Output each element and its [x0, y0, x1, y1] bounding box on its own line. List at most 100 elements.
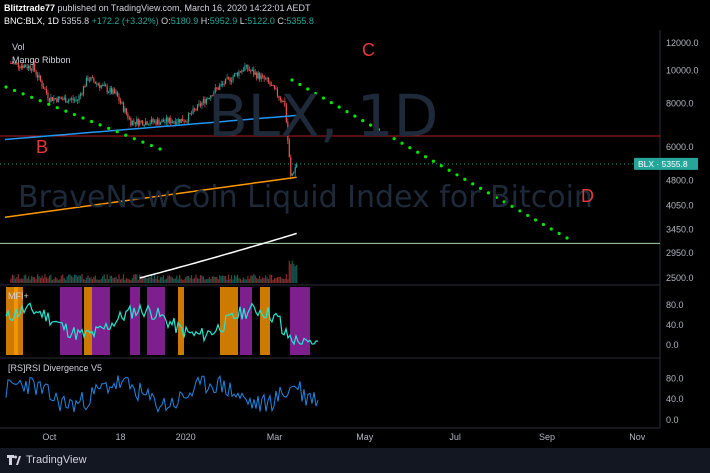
volume-bar — [44, 274, 46, 283]
volume-bar — [109, 275, 111, 283]
candle-body — [75, 99, 77, 101]
high-label: H: — [200, 16, 210, 26]
candle-body — [256, 72, 258, 79]
candle-body — [66, 101, 68, 103]
candle-body — [65, 97, 67, 103]
candle-body — [79, 93, 82, 96]
candle-body — [57, 96, 59, 103]
ribbon-line — [4, 176, 297, 219]
volume-bar — [71, 275, 73, 283]
volume-bar — [259, 275, 261, 283]
volume-bar — [195, 274, 197, 283]
candle-body — [102, 85, 104, 87]
volume-bar — [250, 275, 252, 283]
trendline-dot — [38, 99, 42, 103]
candle-body — [90, 77, 92, 81]
trendline-dot — [518, 209, 522, 213]
candle-body — [53, 98, 55, 101]
candle-body — [136, 119, 138, 125]
volume-bar — [13, 275, 15, 283]
candle-body — [245, 64, 247, 67]
candle-body — [279, 97, 282, 101]
volume-bar — [76, 276, 79, 283]
watermark-symbol: BLX, 1D — [208, 82, 439, 150]
candle-body — [236, 72, 239, 76]
price-tick-label: 4800.0 — [666, 175, 694, 185]
volume-bar — [131, 278, 133, 283]
volume-bar — [287, 279, 289, 283]
candle-body — [122, 102, 125, 112]
volume-bar — [88, 277, 91, 283]
volume-bar — [241, 279, 243, 283]
volume-bar — [106, 274, 108, 283]
volume-bar — [84, 279, 86, 283]
candle-body — [11, 63, 14, 65]
volume-bar — [75, 275, 77, 283]
volume-bar — [90, 277, 92, 283]
candle-body — [134, 122, 136, 125]
candle-body — [270, 85, 273, 87]
candle-body — [62, 99, 64, 101]
volume-bar — [31, 276, 33, 283]
volume-bar — [34, 277, 36, 283]
candle-body — [219, 85, 221, 90]
trendline-dot — [510, 204, 514, 208]
trendline-dot — [47, 102, 51, 106]
open-label: O: — [161, 16, 171, 26]
candle-body — [23, 65, 25, 68]
tradingview-brand[interactable]: TradingView — [26, 454, 87, 466]
author-name[interactable]: Blitztrade77 — [4, 3, 56, 13]
volume-bar — [50, 275, 52, 283]
chart-canvas[interactable]: 12000.0 10000.0 8000.0 6000.0 4800.0 4050.0 34… — [0, 0, 710, 448]
candle-body — [288, 140, 290, 158]
candle-body — [63, 97, 65, 100]
volume-bar — [233, 275, 236, 283]
price-tick-label: 2500.0 — [666, 273, 694, 283]
candle-body — [109, 88, 111, 92]
volume-bar — [81, 274, 83, 283]
volume-bar — [275, 278, 277, 283]
volume-bar — [152, 278, 154, 283]
volume-bar — [22, 278, 24, 283]
volume-bar — [68, 274, 70, 283]
candle-body — [182, 118, 184, 122]
candle-body — [139, 120, 141, 126]
candle-body — [293, 172, 295, 174]
volume-bar — [85, 277, 88, 283]
x-tick-label: Jul — [449, 432, 461, 442]
candle-body — [51, 97, 53, 101]
candle-body — [60, 97, 62, 100]
candle-body — [10, 63, 12, 65]
candle-body — [103, 84, 105, 86]
candle-body — [87, 77, 89, 81]
volume-bar — [146, 278, 148, 283]
volume-bar — [91, 279, 93, 283]
candle-body — [173, 121, 175, 123]
volume-bar — [10, 278, 12, 283]
volume-bar — [150, 275, 153, 283]
volume-bar — [272, 279, 274, 283]
mfi-band — [178, 287, 184, 355]
candle-body — [108, 91, 110, 93]
candle-body — [247, 64, 249, 70]
candle-body — [88, 80, 91, 82]
candle-body — [254, 72, 256, 75]
candle-body — [179, 119, 181, 123]
volume-bar — [137, 279, 139, 283]
price-tick-label: 8000.0 — [666, 99, 694, 109]
volume-bar — [284, 278, 286, 283]
volume-bar — [35, 279, 37, 283]
volume-bar — [59, 279, 61, 283]
trendline-dot — [12, 88, 17, 93]
candle-body — [47, 92, 49, 99]
candle-body — [152, 118, 154, 122]
volume-bar — [167, 275, 169, 283]
volume-bar — [281, 278, 283, 283]
candle-body — [31, 69, 33, 71]
watermark-name: BraveNewCoin Liquid Index for Bitcoin — [18, 180, 593, 215]
volume-bar — [122, 274, 125, 283]
candle-body — [189, 113, 191, 115]
price-tick-label: 10000.0 — [666, 65, 699, 75]
price-tick-label: 6000.0 — [666, 142, 694, 152]
candle-body — [272, 85, 274, 87]
